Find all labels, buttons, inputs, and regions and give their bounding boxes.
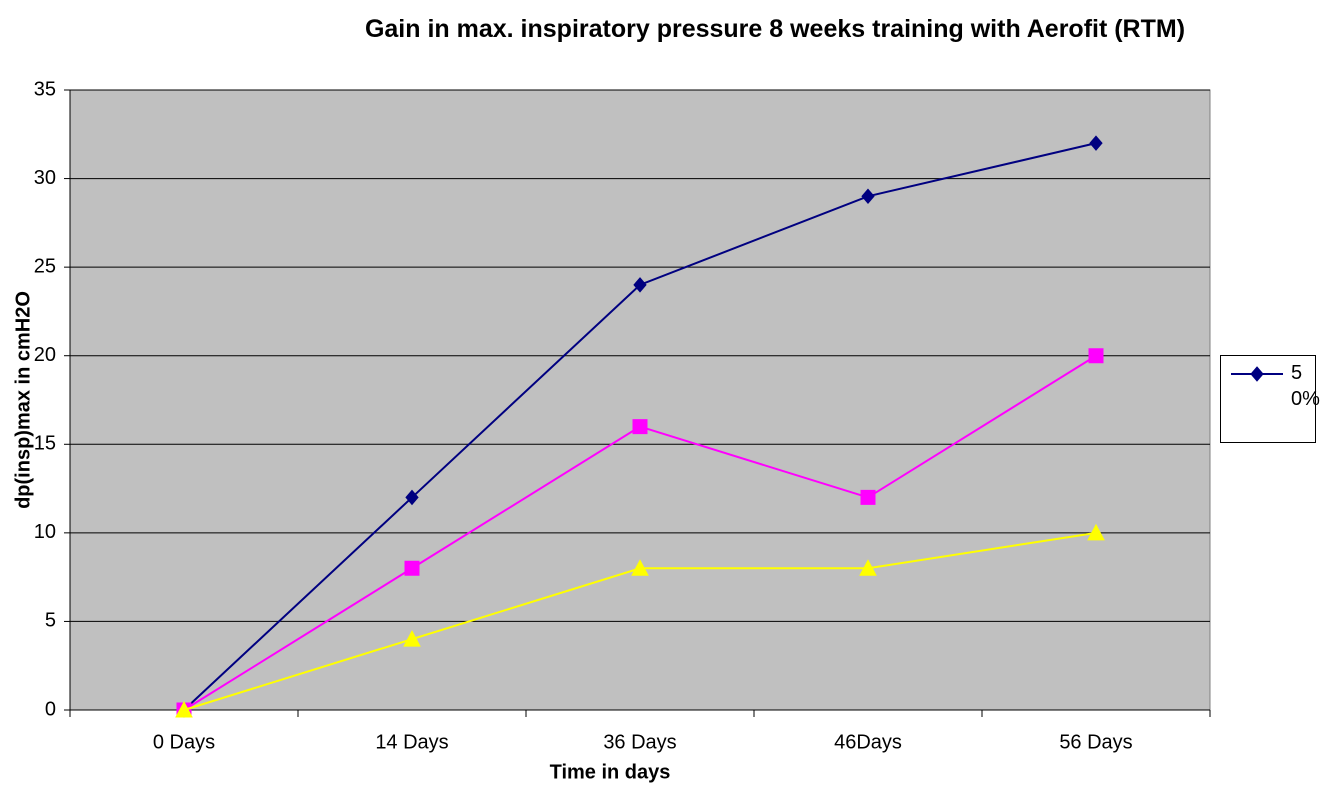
marker	[1089, 135, 1103, 151]
y-tick-label: 20	[34, 344, 56, 366]
x-tick-label: 36 Days	[603, 731, 676, 753]
marker	[1087, 523, 1105, 541]
marker	[175, 700, 193, 718]
legend-label: 50%	[1291, 362, 1320, 410]
marker	[405, 489, 419, 506]
marker	[632, 419, 648, 435]
chart-title: Gain in max. inspiratory pressure 8 week…	[364, 15, 1186, 43]
x-tick-label: 46Days	[834, 731, 902, 753]
y-tick-label: 0	[45, 698, 56, 720]
marker	[633, 277, 647, 293]
y-tick-label: 30	[34, 167, 56, 189]
legend: 50%	[1220, 355, 1320, 443]
marker	[1088, 348, 1104, 364]
y-tick-label: 25	[34, 255, 56, 277]
x-tick-label: 14 Days	[375, 731, 448, 753]
marker	[861, 188, 875, 205]
marker	[860, 489, 876, 505]
plot-area	[69, 89, 1211, 711]
legend-swatch	[1231, 366, 1283, 382]
marker	[631, 559, 649, 576]
x-tick-label: 56 Days	[1059, 731, 1132, 753]
marker	[859, 559, 877, 576]
y-tick-label: 5	[45, 610, 56, 632]
y-tick-label: 35	[34, 78, 56, 100]
x-tick-label: 0 Days	[153, 731, 215, 753]
y-tick-label: 10	[34, 521, 56, 543]
x-axis-label: Time in days	[550, 761, 671, 783]
marker	[404, 560, 420, 576]
marker	[403, 630, 421, 647]
marker	[1250, 366, 1264, 382]
y-tick-label: 15	[34, 433, 56, 455]
y-axis-label: dp(insp)max in cmH2O	[12, 291, 34, 509]
